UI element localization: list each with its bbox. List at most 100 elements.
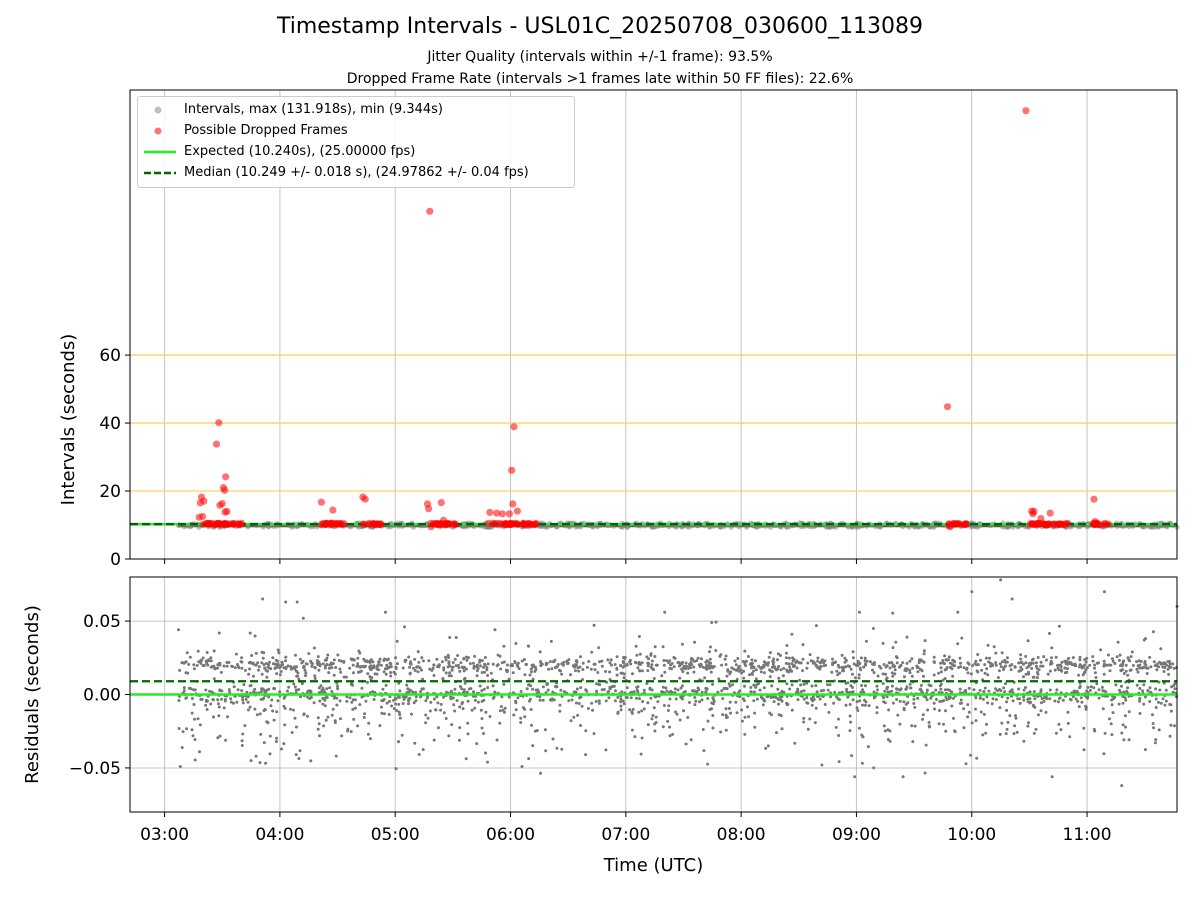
residual-point — [851, 650, 855, 654]
residual-point — [529, 667, 533, 671]
residual-point — [484, 710, 488, 714]
residual-point — [1080, 700, 1084, 704]
residual-point — [212, 715, 215, 719]
residual-point — [178, 668, 182, 672]
residual-point — [597, 699, 601, 703]
residual-point — [1024, 654, 1028, 658]
residual-point — [939, 687, 943, 691]
residual-point — [362, 716, 366, 719]
residual-point — [868, 660, 872, 664]
residual-point — [987, 689, 991, 693]
residual-point — [779, 654, 782, 657]
residual-point — [216, 666, 219, 670]
dropped-frame-point — [322, 519, 330, 528]
residual-point — [619, 697, 623, 701]
residual-point — [482, 687, 486, 691]
residual-point — [606, 658, 610, 662]
residual-point — [755, 683, 759, 687]
residual-point — [826, 683, 829, 687]
residual-point — [610, 663, 613, 667]
residual-point — [805, 696, 809, 700]
residual-point — [414, 699, 418, 703]
residual-point — [324, 718, 328, 722]
residual-point — [1110, 698, 1114, 702]
residual-point — [590, 650, 594, 654]
residual-point — [929, 684, 933, 688]
residual-point — [653, 695, 657, 699]
residual-point — [934, 688, 938, 692]
residual-point — [226, 715, 229, 719]
residual-point — [707, 664, 711, 668]
residual-point — [1026, 697, 1030, 701]
residual-point — [693, 640, 697, 644]
residual-point — [802, 689, 806, 693]
residual-point — [267, 687, 271, 691]
residuals-y-axis-label: Residuals (seconds) — [22, 605, 43, 784]
residual-point — [243, 668, 247, 672]
dropped-frame-point — [489, 519, 497, 528]
residual-point — [836, 673, 840, 677]
residual-point — [1032, 703, 1035, 707]
residual-point — [468, 662, 472, 666]
residual-point — [325, 656, 329, 660]
residual-point — [863, 698, 866, 702]
residual-point — [531, 744, 535, 748]
residual-point — [1166, 660, 1170, 664]
residual-point — [646, 664, 650, 668]
residual-point — [312, 701, 316, 705]
residual-point — [592, 732, 596, 736]
residual-point — [1039, 664, 1043, 668]
residual-point — [637, 662, 641, 666]
residual-point — [619, 708, 623, 712]
residual-point — [888, 739, 892, 743]
residual-point — [921, 713, 925, 717]
residual-point — [833, 690, 837, 694]
residual-point — [651, 714, 655, 717]
residual-point — [932, 701, 936, 705]
residual-point — [216, 698, 220, 702]
residual-point — [427, 659, 431, 663]
dropped-frame-point — [327, 520, 335, 528]
residual-point — [631, 672, 634, 676]
residual-point — [294, 753, 298, 757]
residual-point — [1078, 658, 1082, 662]
dropped-frame-point — [370, 520, 378, 528]
residual-point — [925, 688, 929, 692]
residual-point — [704, 660, 708, 664]
residual-point — [854, 663, 858, 667]
residual-point — [1022, 698, 1026, 702]
residual-point — [256, 661, 260, 665]
residual-point — [254, 663, 258, 667]
residual-point — [590, 701, 594, 705]
residual-point — [607, 690, 611, 693]
residual-point — [574, 701, 578, 705]
residual-point — [261, 656, 265, 660]
residual-point — [313, 665, 317, 669]
residual-point — [1171, 690, 1175, 694]
residual-point — [615, 666, 619, 670]
residual-point — [902, 675, 906, 679]
residual-point — [425, 696, 429, 700]
residual-point — [1118, 688, 1121, 692]
residual-point — [912, 697, 916, 701]
residual-point — [1054, 655, 1058, 659]
residual-point — [212, 698, 215, 702]
residual-point — [772, 657, 776, 661]
residual-point — [511, 664, 515, 668]
residual-point — [275, 663, 279, 667]
residual-point — [740, 719, 744, 723]
residual-point — [785, 682, 789, 686]
residual-point — [720, 689, 724, 693]
residual-point — [547, 667, 551, 671]
dropped-frame-point — [493, 509, 501, 517]
residual-point — [1110, 703, 1114, 707]
residual-point — [473, 654, 477, 658]
residual-point — [330, 690, 334, 693]
residual-point — [727, 707, 731, 710]
residual-point — [1002, 686, 1006, 690]
dropped-frame-point — [509, 500, 517, 508]
residual-point — [448, 671, 452, 675]
residual-point — [684, 661, 688, 665]
residual-point — [1097, 688, 1101, 692]
residual-point — [264, 662, 268, 665]
